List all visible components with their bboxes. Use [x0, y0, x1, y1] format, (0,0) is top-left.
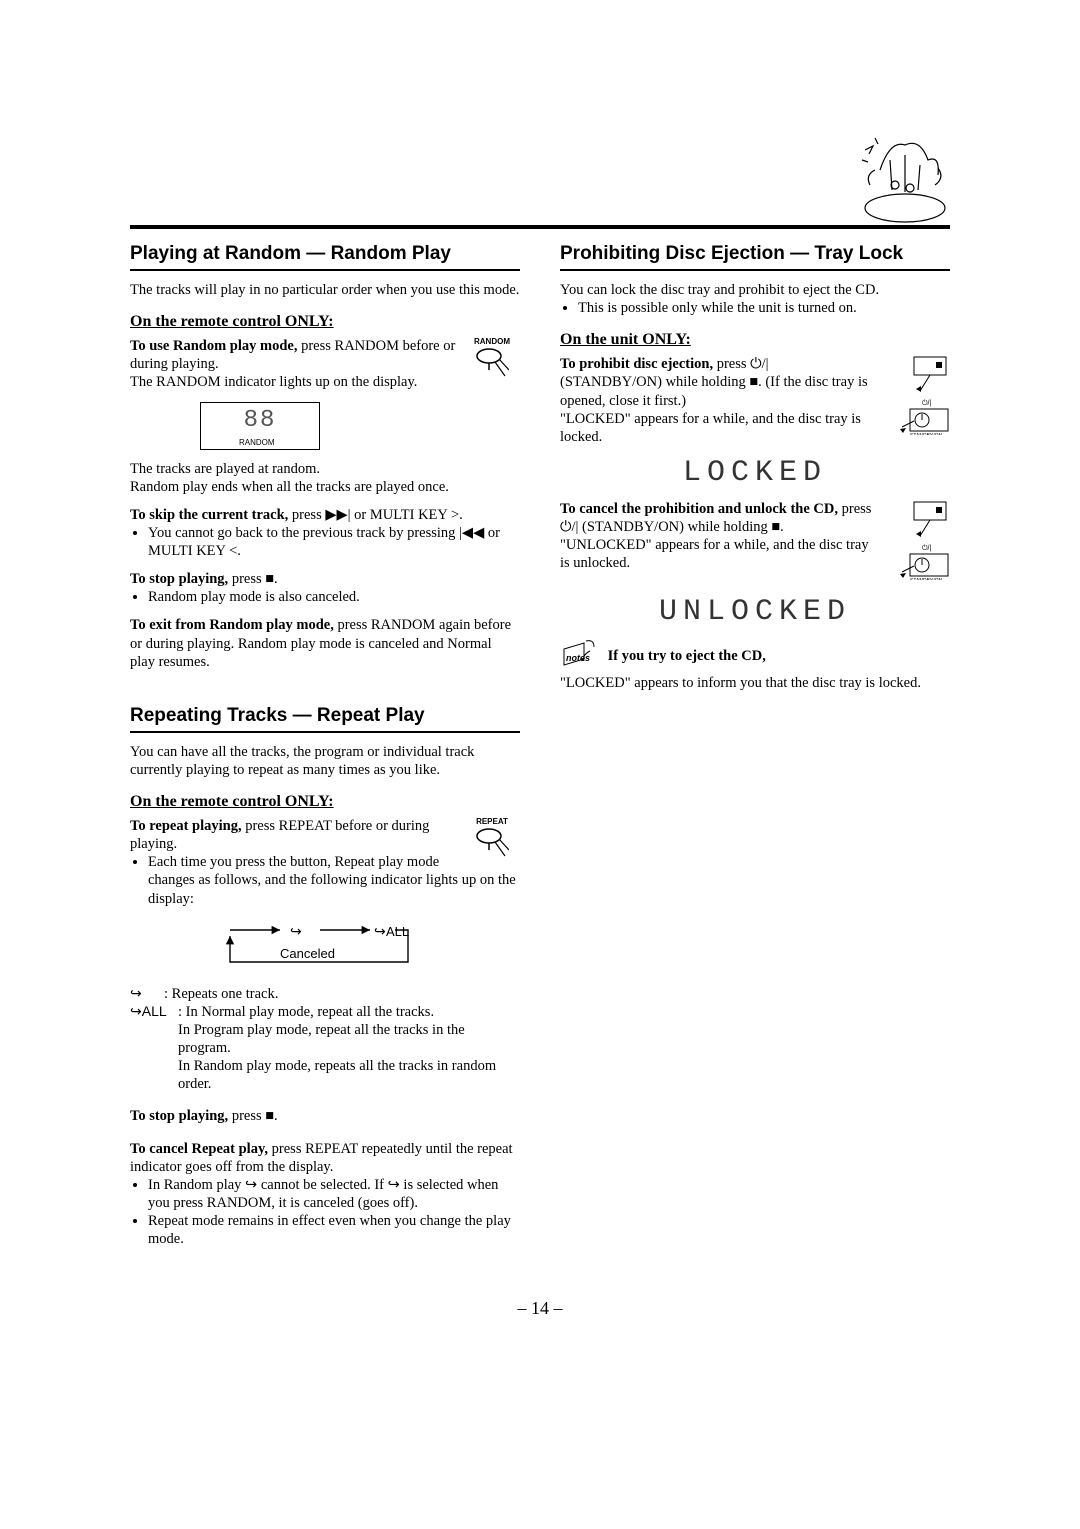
random-p2b: Random play ends when all the tracks are…: [130, 478, 520, 496]
def-text: In Program play mode, repeat all the tra…: [178, 1021, 520, 1057]
two-column-layout: Playing at Random — Random Play The trac…: [130, 243, 950, 1248]
svg-text:⏻/|: ⏻/|: [922, 399, 931, 407]
repeat-p1-list: Each time you press the button, Repeat p…: [130, 853, 520, 907]
random-p5: To exit from Random play mode, press RAN…: [130, 616, 520, 670]
repeat-p3: To stop playing, press ■.: [130, 1107, 520, 1125]
display-unlocked: UNLOCKED: [560, 595, 950, 629]
list-item: In Random play ↪ cannot be selected. If …: [148, 1176, 520, 1212]
button-icon-random: RANDOM: [464, 337, 520, 385]
rule: [130, 731, 520, 733]
svg-text:↪: ↪: [290, 923, 302, 939]
list-item: You cannot go back to the previous track…: [148, 524, 520, 560]
random-intro: The tracks will play in no particular or…: [130, 281, 520, 299]
note-head: If you try to eject the CD,: [608, 648, 766, 664]
right-column: Prohibiting Disc Ejection — Tray Lock Yo…: [560, 243, 950, 1248]
unit-buttons-diagram-1: ⏻/| STANDBY/ON: [880, 355, 950, 440]
p5-bold: To exit from Random play mode,: [130, 617, 334, 633]
p1-bold: To repeat playing,: [130, 818, 242, 834]
repeat-p1: To repeat playing, press REPEAT before o…: [130, 817, 520, 853]
random-p4-list: Random play mode is also canceled.: [130, 588, 520, 606]
svg-text:Canceled: Canceled: [280, 946, 335, 961]
repeat-p4-list: In Random play ↪ cannot be selected. If …: [130, 1176, 520, 1249]
sub-remote-only-2: On the remote control ONLY:: [130, 793, 520, 811]
repeat-all-icon: ↪ALL: [130, 1003, 178, 1094]
svg-text:STANDBY/ON: STANDBY/ON: [910, 433, 943, 435]
random-p1b: The RANDOM indicator lights up on the di…: [130, 373, 520, 391]
section-title-repeat: Repeating Tracks — Repeat Play: [130, 705, 520, 727]
list-item: This is possible only while the unit is …: [578, 299, 950, 317]
display-label: RANDOM: [239, 438, 275, 447]
press-button-icon: [475, 346, 509, 380]
def-text: : In Normal play mode, repeat all the tr…: [178, 1003, 520, 1021]
manual-page: Playing at Random — Random Play The trac…: [0, 0, 1080, 1359]
random-p3: To skip the current track, press ▶▶| or …: [130, 506, 520, 524]
random-p2a: The tracks are played at random.: [130, 460, 520, 478]
p2-bold: To cancel the prohibition and unlock the…: [560, 501, 838, 517]
p3-bold: To skip the current track,: [130, 507, 288, 523]
list-item: Repeat mode remains in effect even when …: [148, 1212, 520, 1248]
repeat-cycle-diagram: ↪ ↪ ALL Canceled: [190, 918, 430, 979]
p3-rest: press ■.: [228, 1108, 277, 1124]
button-icon-repeat: REPEAT: [464, 817, 520, 865]
p1-bold: To prohibit disc ejection,: [560, 356, 713, 372]
note-body: "LOCKED" appears to inform you that the …: [560, 674, 950, 692]
def-text: : Repeats one track.: [164, 985, 278, 1003]
corner-decoration: [850, 130, 950, 225]
tray-intro: You can lock the disc tray and prohibit …: [560, 281, 950, 299]
svg-text:ALL: ALL: [386, 924, 409, 939]
repeat-mode-definitions: ↪: Repeats one track. ↪ALL : In Normal p…: [130, 985, 520, 1094]
svg-text:notes: notes: [566, 653, 590, 663]
icon-label: RANDOM: [464, 337, 520, 346]
p4-bold: To cancel Repeat play,: [130, 1141, 268, 1157]
notes-icon: notes: [560, 639, 600, 674]
display-random-indicator: 88 RANDOM: [200, 402, 320, 450]
random-p4: To stop playing, press ■.: [130, 570, 520, 588]
sub-unit-only: On the unit ONLY:: [560, 331, 950, 349]
p4-rest: press ■.: [228, 571, 277, 587]
repeat-intro: You can have all the tracks, the program…: [130, 743, 520, 779]
rule: [130, 269, 520, 271]
tray-note: notes If you try to eject the CD,: [560, 639, 950, 674]
display-digits: 88: [201, 403, 319, 434]
p1-bold: To use Random play mode,: [130, 338, 297, 354]
press-button-icon: [475, 826, 509, 860]
svg-text:↪: ↪: [374, 923, 386, 939]
svg-text:⏻/|: ⏻/|: [922, 544, 931, 552]
svg-text:STANDBY/ON: STANDBY/ON: [910, 578, 943, 580]
top-rule: [130, 225, 950, 229]
repeat-one-icon: ↪: [130, 985, 164, 1003]
p3-bold: To stop playing,: [130, 1108, 228, 1124]
list-item: Random play mode is also canceled.: [148, 588, 520, 606]
rule: [560, 269, 950, 271]
random-p1: To use Random play mode, press RANDOM be…: [130, 337, 520, 373]
section-title-traylock: Prohibiting Disc Ejection — Tray Lock: [560, 243, 950, 265]
p3-rest: press ▶▶| or MULTI KEY >.: [288, 507, 462, 523]
page-number: – 14 –: [130, 1298, 950, 1319]
tray-intro-list: This is possible only while the unit is …: [560, 299, 950, 317]
sub-remote-only-1: On the remote control ONLY:: [130, 313, 520, 331]
def-one: ↪: Repeats one track.: [130, 985, 520, 1003]
unit-buttons-diagram-2: ⏻/| STANDBY/ON: [880, 500, 950, 585]
def-text: In Random play mode, repeats all the tra…: [178, 1057, 520, 1093]
p4-bold: To stop playing,: [130, 571, 228, 587]
left-column: Playing at Random — Random Play The trac…: [130, 243, 520, 1248]
repeat-p4: To cancel Repeat play, press REPEAT repe…: [130, 1140, 520, 1176]
random-p3-list: You cannot go back to the previous track…: [130, 524, 520, 560]
icon-label: REPEAT: [464, 817, 520, 826]
def-all: ↪ALL : In Normal play mode, repeat all t…: [130, 1003, 520, 1094]
display-locked: LOCKED: [560, 456, 950, 490]
section-title-random: Playing at Random — Random Play: [130, 243, 520, 265]
